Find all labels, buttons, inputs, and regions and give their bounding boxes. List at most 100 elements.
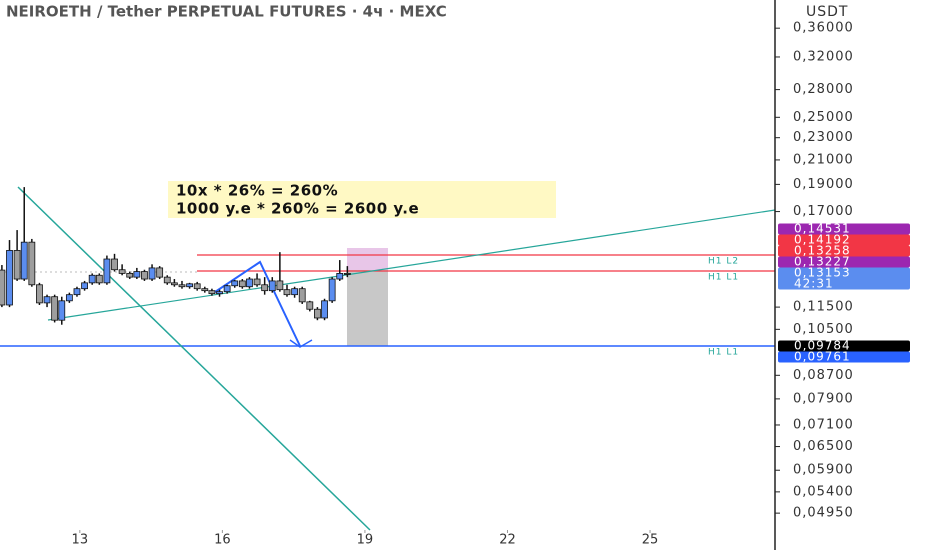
x-tick-label: 25: [642, 533, 659, 548]
candle-body: [156, 267, 164, 278]
candle-body: [298, 288, 306, 303]
candle-body: [28, 241, 36, 286]
x-tick-label: 19: [357, 533, 374, 548]
y-tick-label: 0,05900: [793, 463, 854, 478]
y-tick-label: 0,36000: [793, 21, 854, 36]
y-tick-label: 0,21000: [793, 152, 854, 167]
candle-body: [118, 269, 126, 274]
candle-body: [65, 294, 73, 302]
candle-body: [238, 280, 246, 288]
currency-label: USDT: [806, 4, 848, 20]
candle-body: [283, 289, 291, 296]
projection-arrow: [289, 339, 313, 348]
y-tick-label: 0,23000: [793, 130, 854, 145]
y-tick-label: 0,19000: [793, 177, 854, 192]
trend-line: [47, 209, 776, 321]
level-label: H1 L1: [708, 348, 739, 358]
candle-body: [193, 283, 201, 290]
price-tag: [778, 223, 910, 235]
candle-body: [148, 267, 156, 280]
candle-body: [126, 273, 134, 278]
y-tick-label: 0,11500: [793, 300, 854, 315]
candle-body: [186, 283, 193, 288]
price-tag: [778, 234, 910, 246]
candle-body: [141, 271, 148, 280]
candle-body: [111, 258, 118, 271]
candle-body: [321, 300, 328, 319]
candle-body: [291, 288, 299, 296]
price-tag: [778, 351, 910, 363]
price-tag-label: 0,09761: [794, 350, 851, 364]
candle-body: [223, 285, 231, 293]
level-label: H1 L1: [708, 273, 739, 283]
candle-body: [170, 282, 178, 286]
note-line: 1000 y.e * 260% = 2600 y.e: [176, 200, 419, 218]
y-tick-label: 0,06500: [793, 439, 854, 454]
price-tag-label: 0,13258: [794, 244, 851, 258]
candle-body: [201, 288, 209, 292]
note-box: [168, 181, 556, 218]
candle-body: [103, 258, 111, 284]
candle-body: [178, 284, 186, 288]
stop-box: [347, 270, 388, 346]
candle-body: [246, 278, 253, 288]
candle-body: [133, 271, 141, 278]
candle-body: [328, 278, 336, 302]
price-tag-label: 0,09784: [794, 339, 851, 353]
price-tag-label: 0,14192: [794, 233, 851, 247]
candle-body: [81, 282, 88, 290]
candle-body: [276, 280, 284, 291]
y-tick-label: 0,25000: [793, 110, 854, 125]
y-tick-label: 0,04950: [793, 506, 854, 521]
y-tick-label: 0,05400: [793, 484, 854, 499]
candle-body: [163, 276, 171, 284]
countdown-label: 42:31: [794, 277, 834, 291]
level-label: H1 L2: [708, 257, 739, 267]
candle-body: [0, 269, 6, 306]
candle-body: [88, 274, 96, 284]
candle-body: [306, 301, 314, 310]
projection-path: [214, 260, 301, 347]
y-tick-label: 0,32000: [793, 49, 854, 64]
candle-body: [36, 284, 43, 304]
x-tick-label: 13: [72, 533, 89, 548]
price-tag: [778, 267, 910, 290]
y-tick-label: 0,07900: [793, 391, 854, 406]
target-box: [347, 248, 388, 270]
price-tag-label: 0,13227: [794, 255, 851, 269]
candle-body: [216, 291, 223, 295]
drawings: [0, 181, 776, 531]
candle-body: [336, 273, 344, 280]
y-tick-label: 0,10500: [793, 322, 854, 337]
candle-body: [261, 284, 269, 292]
price-tag: [778, 256, 910, 268]
candle-body: [58, 300, 66, 321]
x-tick-label: 16: [214, 533, 231, 548]
candle-body: [314, 308, 321, 319]
candle-body: [13, 250, 21, 280]
y-tick-label: 0,28000: [793, 82, 854, 97]
candle-body: [51, 296, 59, 321]
candle-body: [43, 296, 51, 304]
y-tick-label: 0,17000: [793, 204, 854, 219]
price-tag-label: 0,13153: [794, 266, 851, 280]
trend-line: [17, 186, 371, 531]
price-tag-label: 0,14531: [794, 222, 851, 236]
candle-body: [253, 278, 261, 286]
x-tick-label: 22: [499, 533, 516, 548]
candle-body: [231, 280, 239, 287]
candle-body: [6, 250, 13, 306]
price-tag: [778, 245, 910, 257]
y-tick-label: 0,07100: [793, 417, 854, 432]
candle-body: [268, 280, 276, 292]
candle-body: [343, 273, 351, 275]
candle-body: [208, 290, 216, 295]
candle-body: [73, 288, 81, 296]
candle-body: [95, 274, 103, 284]
y-tick-label: 0,08700: [793, 368, 854, 383]
candle-body: [20, 241, 28, 280]
chart-title: NEIROETH / Tether PERPETUAL FUTURES · 4ч…: [6, 3, 447, 21]
candles: [0, 187, 351, 325]
note-line: 10x * 26% = 260%: [176, 182, 338, 200]
